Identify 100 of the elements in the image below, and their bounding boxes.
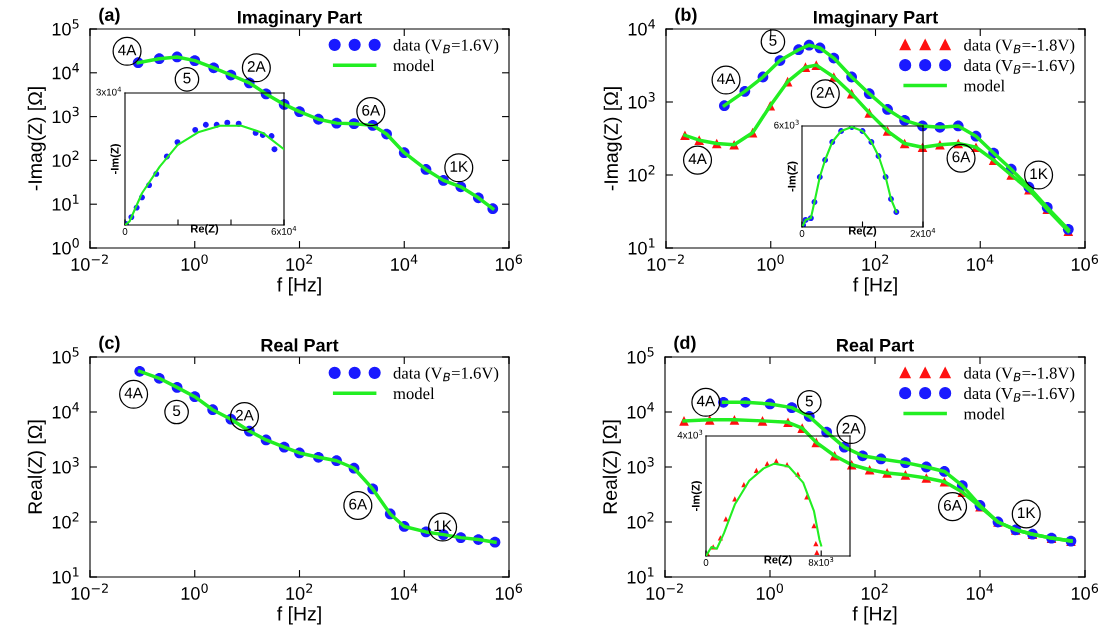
legend-label: data (V$_{B}$=-1.8V) <box>964 367 1075 383</box>
y-axis-title: Real(Z) [Ω] <box>27 420 46 514</box>
legend-label: data (V$_{B}$=1.6V) <box>393 367 499 383</box>
chart-title: Imaginary Part <box>813 10 938 28</box>
x-tick-label: 0 <box>122 228 128 235</box>
x-tick-label: 10$^{6}$ <box>1071 254 1099 271</box>
x-tick-label: 10$^{0}$ <box>181 583 208 600</box>
annotation: 4A <box>118 44 137 56</box>
x-tick-label: 10$^{−2}$ <box>71 583 108 600</box>
legend-label: model <box>393 59 435 72</box>
x-tick-label: 0 <box>799 230 805 237</box>
text: (c) <box>99 335 120 353</box>
x-tick-label: 10$^{6}$ <box>495 583 523 600</box>
x-axis-title: f [Hz] <box>853 277 897 296</box>
y-tick-label: 10$^{4}$ <box>52 402 79 419</box>
x-tick-label: 10$^{0}$ <box>181 254 208 271</box>
annotation: 6A <box>952 151 971 163</box>
x-tick-label: 10$^{2}$ <box>286 583 313 600</box>
x-axis-title: f [Hz] <box>277 277 321 296</box>
chart-title: Real Part <box>261 338 339 352</box>
annotation: 6x10$^{3}$ <box>774 119 799 129</box>
x-tick-label: 2x10$^{4}$ <box>910 228 936 237</box>
y-tick-label: 10$^{2}$ <box>52 512 79 529</box>
annotation: 6A <box>943 499 962 511</box>
x-tick-label: 10$^{0}$ <box>756 583 784 600</box>
legend-label: model <box>393 387 435 400</box>
chart-title: Real Part <box>837 338 914 352</box>
x-tick-label: 10$^{4}$ <box>391 583 418 600</box>
annotation: 3x10$^{4}$ <box>96 86 122 96</box>
y-tick-label: 10$^{3}$ <box>52 457 79 474</box>
legend-label: data (V$_{B}$=1.6V) <box>393 39 499 55</box>
x-tick-label: 10$^{2}$ <box>861 583 888 600</box>
x-axis-title: Re(Z) <box>764 555 792 566</box>
y-tick-label: 10$^{4}$ <box>628 19 655 36</box>
y-tick-label: 10$^{5}$ <box>627 347 654 364</box>
y-tick-label: 10$^{2}$ <box>628 165 655 182</box>
legend-label: model <box>963 407 1005 420</box>
annotation: 5 <box>805 395 813 407</box>
y-tick-label: 10$^{3}$ <box>628 92 655 109</box>
y-tick-label: 10$^{2}$ <box>52 150 79 167</box>
legend-label: model <box>963 79 1005 92</box>
annotation: 2A <box>235 409 254 421</box>
y-axis-title: -Im(Z) <box>787 161 798 192</box>
x-tick-label: 10$^{4}$ <box>966 583 994 600</box>
annotation: 6A <box>362 104 381 116</box>
annotation: 1K <box>434 520 452 531</box>
x-tick-label: 8x10$^{3}$ <box>808 556 834 566</box>
y-tick-label: 10$^{1}$ <box>627 567 654 584</box>
y-axis-title: -Im(Z) <box>110 144 121 174</box>
y-tick-label: 10$^{1}$ <box>52 194 79 211</box>
annotation: 4A <box>717 73 736 84</box>
x-axis-title: f [Hz] <box>277 606 321 625</box>
annotation: 4x10$^{3}$ <box>677 429 703 439</box>
annotation: 6A <box>349 498 368 510</box>
x-tick-label: 6x10$^{4}$ <box>271 226 297 235</box>
annotation: 2A <box>247 61 266 72</box>
y-tick-label: 10$^{4}$ <box>627 402 654 419</box>
annotation: 4A <box>124 387 143 399</box>
annotation: 1K <box>1030 168 1048 179</box>
text: (a) <box>99 7 120 25</box>
y-tick-label: 10$^{2}$ <box>627 512 654 529</box>
x-tick-label: 10$^{2}$ <box>862 254 889 271</box>
y-tick-label: 10$^{3}$ <box>52 106 79 124</box>
annotation: 5 <box>769 35 777 46</box>
x-tick-label: 10$^{4}$ <box>391 254 418 271</box>
y-tick-label: 10$^{3}$ <box>627 457 654 474</box>
y-axis-title: -Im(Z) <box>691 481 702 511</box>
legend-label: data (V$_{B}$=-1.6V) <box>964 387 1075 403</box>
annotation: 1K <box>1018 507 1036 518</box>
y-axis-title: Real(Z) [Ω] <box>602 420 621 514</box>
y-tick-label: 10$^{5}$ <box>52 19 79 36</box>
x-axis-title: Re(Z) <box>191 224 219 235</box>
x-tick-label: 10$^{6}$ <box>495 254 523 271</box>
x-tick-label: 10$^{−2}$ <box>71 254 108 271</box>
annotation: 4A <box>688 153 707 165</box>
x-tick-label: 10$^{2}$ <box>286 254 313 271</box>
annotation: 2A <box>816 86 835 98</box>
legend-label: data (V$_{B}$=-1.8V) <box>964 39 1075 55</box>
x-tick-label: 10$^{−2}$ <box>647 254 684 271</box>
x-tick-label: 10$^{4}$ <box>967 254 994 271</box>
chart-title: Imaginary Part <box>237 10 362 28</box>
x-tick-label: 10$^{6}$ <box>1071 583 1099 600</box>
y-tick-label: 10$^{4}$ <box>52 63 79 80</box>
annotation: 5 <box>183 72 191 84</box>
x-tick-label: 10$^{0}$ <box>757 254 784 271</box>
x-tick-label: 10$^{−2}$ <box>646 583 683 600</box>
x-axis-title: f [Hz] <box>852 606 897 625</box>
y-axis-title: -Imag(Z) [Ω] <box>27 87 46 191</box>
y-tick-label: 10$^{5}$ <box>52 347 79 364</box>
y-axis-title: -Imag(Z) [Ω] <box>603 87 622 191</box>
y-tick-label: 10$^{1}$ <box>52 567 79 584</box>
x-tick-label: 0 <box>703 559 709 566</box>
y-tick-label: 10$^{1}$ <box>628 238 655 255</box>
annotation: 2A <box>842 422 861 434</box>
text: (b) <box>675 7 697 25</box>
annotation: 4A <box>696 395 716 407</box>
x-axis-title: Re(Z) <box>849 226 877 237</box>
annotation: 1K <box>450 161 468 172</box>
text: (d) <box>674 335 696 353</box>
legend-label: data (V$_{B}$=-1.6V) <box>964 59 1075 75</box>
